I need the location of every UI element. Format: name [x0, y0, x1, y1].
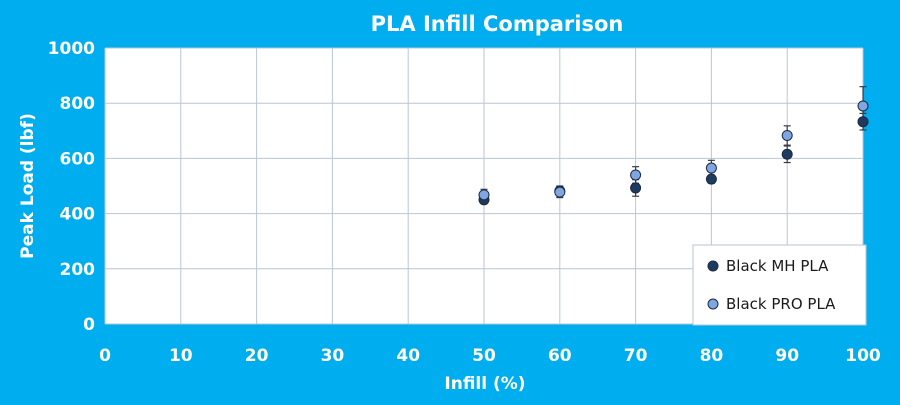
y-tick-label-800: 800	[60, 94, 96, 114]
y-axis-label: Peak Load (lbf)	[18, 113, 38, 259]
legend-label-black-pro-pla: Black PRO PLA	[726, 295, 836, 313]
x-tick-label-0: 0	[99, 346, 111, 366]
x-tick-label-40: 40	[396, 346, 420, 366]
x-tick-label-10: 10	[169, 346, 193, 366]
data-point-s1-x100	[857, 100, 869, 112]
legend-marker-black-pro-pla	[707, 298, 719, 310]
data-point-s1-x90	[781, 129, 793, 141]
x-tick-label-20: 20	[245, 346, 269, 366]
y-axis-ticks: 0 200 400 600 800 1000	[48, 39, 95, 335]
plot-area	[104, 47, 869, 325]
x-tick-label-50: 50	[472, 346, 496, 366]
data-point-s1-x80	[705, 162, 717, 174]
legend-box	[692, 244, 867, 326]
x-axis-label: Infill (%)	[444, 374, 525, 394]
data-point-s1-x50	[478, 189, 490, 201]
data-point-s0-x90	[781, 148, 793, 160]
legend: Black MH PLA Black PRO PLA	[692, 244, 867, 326]
data-point-s1-x70	[630, 169, 642, 181]
x-tick-label-60: 60	[548, 346, 572, 366]
data-point-s0-x70	[630, 182, 642, 194]
y-tick-label-200: 200	[60, 260, 96, 280]
x-tick-label-30: 30	[321, 346, 345, 366]
y-tick-label-600: 600	[60, 149, 96, 169]
data-point-s1-x60	[554, 186, 566, 198]
x-tick-label-100: 100	[845, 346, 881, 366]
y-tick-label-400: 400	[60, 205, 96, 225]
markers	[478, 100, 869, 206]
x-tick-label-90: 90	[775, 346, 799, 366]
legend-label-black-mh-pla: Black MH PLA	[726, 257, 829, 275]
x-axis-ticks: 0 10 20 30 40 50 60 70 80 90 100	[99, 346, 881, 366]
x-tick-label-70: 70	[624, 346, 648, 366]
data-point-s0-x100	[857, 116, 869, 128]
chart-title: PLA Infill Comparison	[371, 12, 624, 36]
legend-marker-black-mh-pla	[707, 260, 719, 272]
y-tick-label-0: 0	[83, 315, 95, 335]
data-point-s0-x80	[705, 173, 717, 185]
x-tick-label-80: 80	[700, 346, 724, 366]
y-tick-label-1000: 1000	[48, 39, 95, 59]
